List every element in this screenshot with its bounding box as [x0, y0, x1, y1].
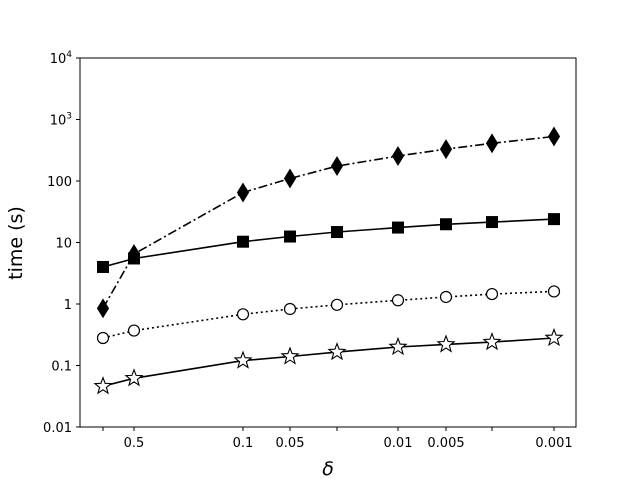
- data-point-star-open: [233, 350, 253, 369]
- plot-area: [80, 58, 576, 427]
- data-point-star-open: [124, 368, 144, 387]
- data-point-circle-open: [391, 294, 405, 307]
- data-point-diamond: [236, 182, 250, 203]
- x-tick-label: 0.001: [535, 436, 572, 451]
- data-point-circle-open: [485, 287, 499, 301]
- data-point-star-open: [436, 334, 456, 353]
- x-tick-label: 0.5: [124, 436, 145, 451]
- data-point-circle-open: [283, 302, 297, 316]
- y-tick-label: 0.1: [51, 360, 72, 375]
- data-point-circle-open: [330, 298, 344, 311]
- data-point-square: [440, 218, 452, 231]
- y-axis-label: time (s): [5, 206, 27, 280]
- series-layer: [93, 126, 564, 395]
- data-point-diamond: [330, 156, 344, 177]
- x-tick-label: 0.005: [427, 436, 464, 451]
- data-point-star-open: [280, 346, 300, 365]
- data-point-star-open: [327, 342, 347, 361]
- data-point-star-open: [482, 332, 502, 351]
- data-point-circle-open: [439, 290, 453, 304]
- data-point-square: [97, 260, 109, 273]
- y-tick-label: 10: [55, 237, 72, 252]
- data-point-diamond: [439, 139, 453, 160]
- x-tick-label: 0.05: [276, 436, 305, 451]
- axes-layer: 0.5 0.1 0.05 0.01 0.005 0.001 0.01 0.1 1 10 100 103…: [43, 50, 573, 451]
- data-point-square: [392, 221, 404, 234]
- data-point-square: [486, 216, 498, 229]
- y-tick-label: 100: [47, 175, 72, 190]
- y-tick-label: 103: [50, 112, 72, 129]
- x-tick-label: 0.1: [233, 436, 254, 451]
- y-tick-label: 104: [50, 50, 73, 67]
- data-point-diamond: [547, 126, 561, 147]
- data-point-circle-open: [236, 308, 250, 321]
- data-point-diamond: [485, 133, 499, 154]
- y-tick-label: 1: [64, 298, 72, 313]
- data-point-diamond: [391, 146, 405, 166]
- x-tick-label: 0.01: [384, 436, 413, 451]
- data-point-square: [237, 235, 249, 248]
- data-point-diamond: [283, 168, 297, 189]
- data-point-square: [548, 213, 560, 226]
- x-axis-label: δ: [322, 458, 334, 480]
- data-point-star-open: [544, 327, 564, 347]
- data-point-star-open: [93, 376, 113, 395]
- data-point-square: [284, 230, 296, 243]
- data-point-square: [128, 252, 140, 265]
- data-point-circle-open: [96, 331, 110, 345]
- data-point-square: [331, 226, 343, 239]
- y-tick-label: 0.01: [43, 421, 72, 436]
- data-point-star-open: [388, 336, 408, 356]
- data-point-diamond: [96, 298, 110, 319]
- data-point-circle-open: [547, 285, 561, 298]
- data-point-circle-open: [127, 324, 141, 337]
- plot-frame: [79, 57, 577, 428]
